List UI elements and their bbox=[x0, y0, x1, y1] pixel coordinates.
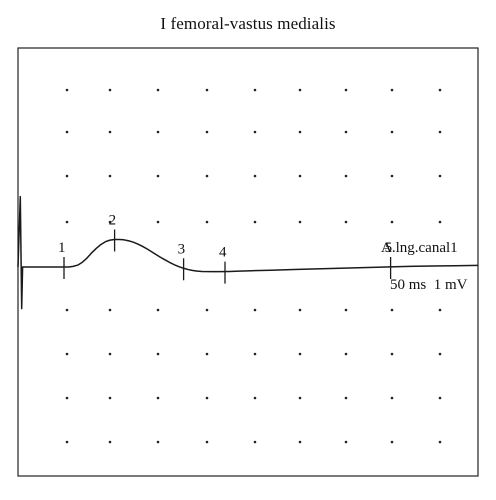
grid-dot bbox=[156, 308, 160, 312]
grid-dot bbox=[108, 174, 112, 178]
grid-dot bbox=[344, 440, 348, 444]
grid-dot bbox=[438, 220, 442, 224]
grid-dot bbox=[65, 220, 69, 224]
trace-markers: 1 2 3 4 5 bbox=[58, 212, 393, 284]
grid-dot bbox=[344, 130, 348, 134]
scale-label: 50 ms 1 mV bbox=[390, 277, 468, 293]
grid-dot bbox=[390, 174, 394, 178]
grid-dot bbox=[344, 220, 348, 224]
grid-dot bbox=[108, 88, 112, 92]
grid-dot bbox=[65, 352, 69, 356]
grid-dot bbox=[253, 88, 257, 92]
grid-dot bbox=[298, 396, 302, 400]
grid-dot bbox=[108, 220, 112, 224]
grid-dot bbox=[205, 220, 209, 224]
emg-trace bbox=[17, 195, 479, 310]
grid-dot bbox=[108, 308, 112, 312]
grid-dot bbox=[438, 352, 442, 356]
chart-title: I femoral-vastus medialis bbox=[160, 14, 336, 33]
grid-dot bbox=[253, 130, 257, 134]
grid-dot bbox=[390, 440, 394, 444]
grid-dot bbox=[65, 440, 69, 444]
grid-dot bbox=[390, 130, 394, 134]
grid-dot bbox=[253, 308, 257, 312]
grid-dot bbox=[298, 440, 302, 444]
marker-label-2: 2 bbox=[109, 212, 117, 228]
grid-dot bbox=[205, 308, 209, 312]
grid-dot bbox=[390, 220, 394, 224]
grid-dot bbox=[344, 396, 348, 400]
marker-label-5: 5 bbox=[385, 240, 393, 256]
grid-dot bbox=[156, 396, 160, 400]
grid-dot bbox=[108, 440, 112, 444]
marker-label-3: 3 bbox=[178, 241, 186, 257]
grid-dot bbox=[298, 174, 302, 178]
grid-dot bbox=[344, 88, 348, 92]
grid-dot bbox=[390, 88, 394, 92]
grid-dot bbox=[65, 396, 69, 400]
grid-dot bbox=[298, 130, 302, 134]
grid-dot bbox=[438, 308, 442, 312]
marker-label-4: 4 bbox=[219, 245, 227, 261]
grid-dot bbox=[156, 220, 160, 224]
grid-dot bbox=[298, 308, 302, 312]
grid-dot bbox=[253, 220, 257, 224]
grid-dot bbox=[298, 352, 302, 356]
grid-dot bbox=[65, 174, 69, 178]
grid-dot bbox=[344, 308, 348, 312]
channel-label: A.lng.canal1 bbox=[381, 240, 458, 256]
grid-dot bbox=[253, 440, 257, 444]
grid-dot bbox=[156, 440, 160, 444]
grid-dot bbox=[108, 130, 112, 134]
plot-frame bbox=[17, 47, 479, 477]
grid-dot bbox=[344, 352, 348, 356]
grid-dot bbox=[298, 88, 302, 92]
grid-dot bbox=[438, 396, 442, 400]
grid-dot bbox=[438, 440, 442, 444]
grid-dot bbox=[205, 352, 209, 356]
grid-dot bbox=[205, 174, 209, 178]
grid-dot bbox=[108, 352, 112, 356]
grid-dot bbox=[156, 352, 160, 356]
grid-dot bbox=[205, 88, 209, 92]
grid-dot bbox=[156, 88, 160, 92]
grid-dot bbox=[390, 352, 394, 356]
grid-dot bbox=[390, 308, 394, 312]
grid-dot bbox=[253, 352, 257, 356]
grid-dot bbox=[156, 174, 160, 178]
grid-dot bbox=[65, 130, 69, 134]
grid-dot bbox=[205, 440, 209, 444]
grid-dot bbox=[156, 130, 160, 134]
grid-dot bbox=[205, 396, 209, 400]
grid-dot bbox=[65, 308, 69, 312]
grid-dot bbox=[438, 130, 442, 134]
grid-dot bbox=[205, 130, 209, 134]
dotted-grid bbox=[65, 88, 442, 444]
grid-dot bbox=[298, 220, 302, 224]
grid-dot bbox=[253, 174, 257, 178]
grid-dot bbox=[108, 396, 112, 400]
grid-dot bbox=[65, 88, 69, 92]
grid-dot bbox=[344, 174, 348, 178]
marker-label-1: 1 bbox=[58, 240, 66, 256]
grid-dot bbox=[390, 396, 394, 400]
grid-dot bbox=[253, 396, 257, 400]
grid-dot bbox=[438, 88, 442, 92]
grid-dot bbox=[438, 174, 442, 178]
